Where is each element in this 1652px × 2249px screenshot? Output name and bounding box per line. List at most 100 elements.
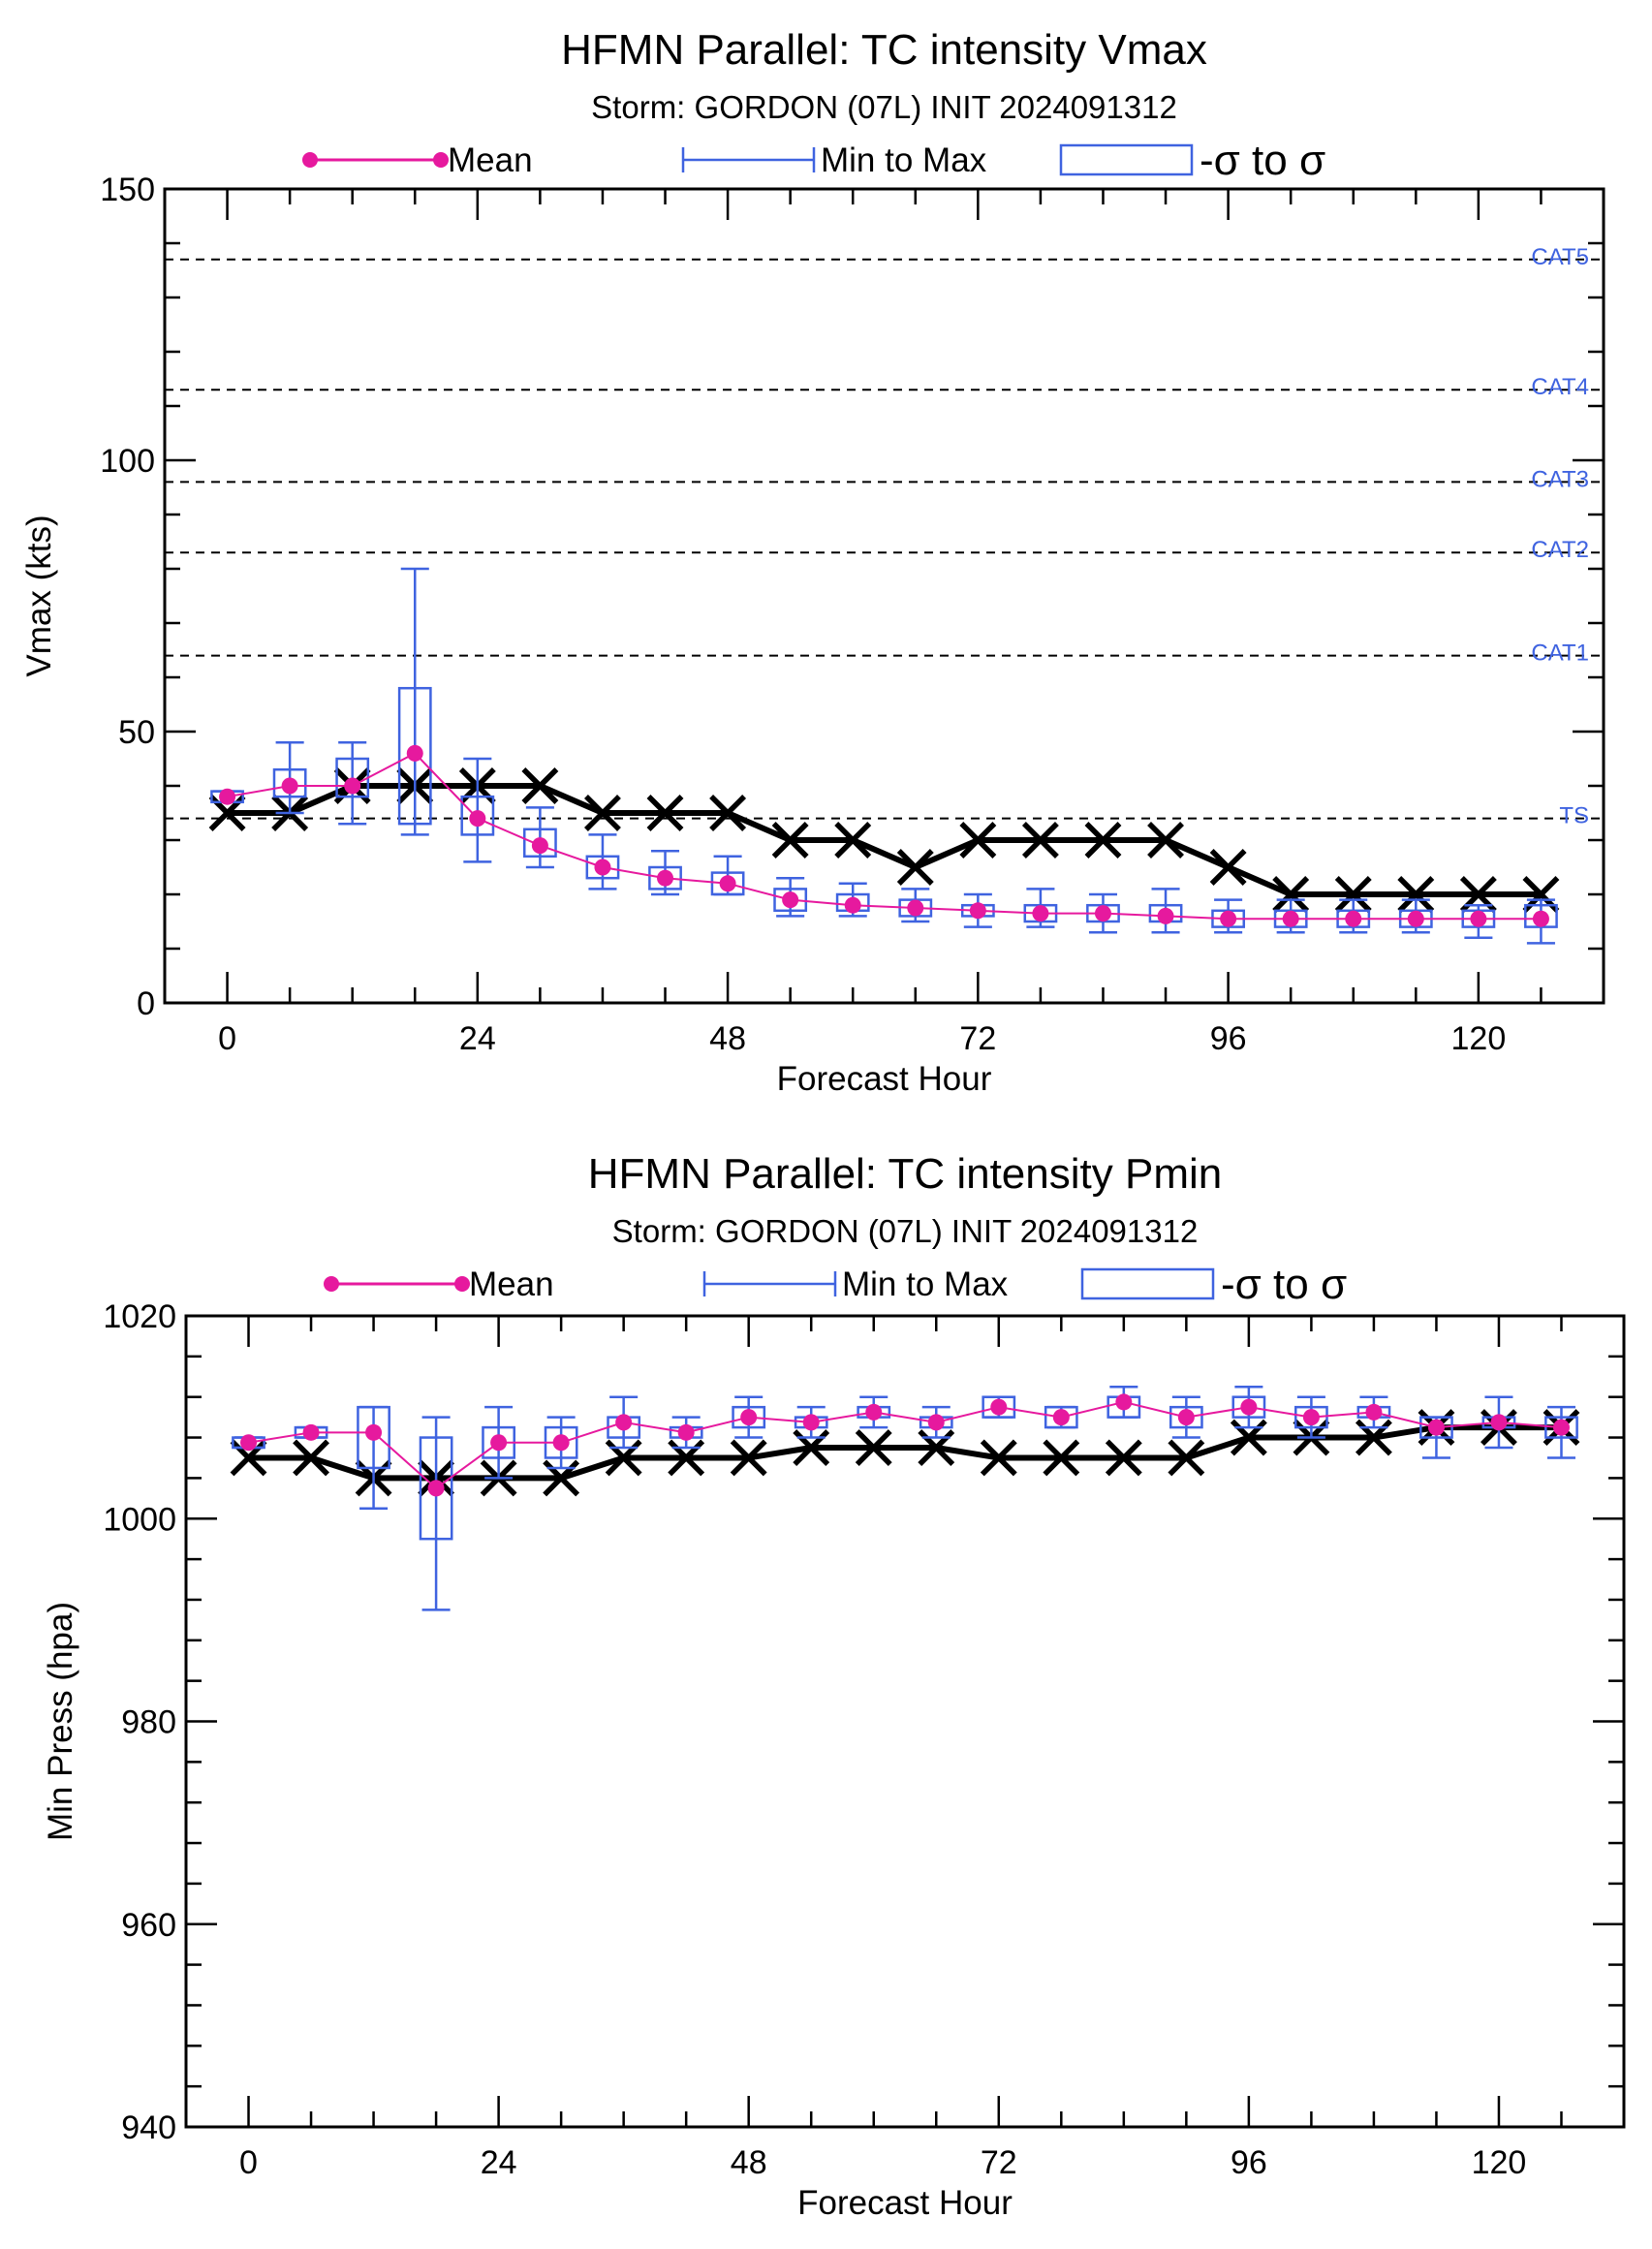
series-mean-point	[1552, 1419, 1570, 1436]
y-tick-label: 940	[121, 2109, 176, 2146]
sigma-box	[585, 855, 620, 880]
series-mean-point	[677, 1423, 695, 1441]
series-mean-point	[927, 1414, 945, 1431]
x-tick-label: 48	[731, 2144, 767, 2181]
legend-sigma-label: -σ to σ	[1221, 1261, 1347, 1308]
series-mean-point	[1115, 1393, 1133, 1411]
sigma-box	[1231, 1395, 1266, 1419]
series-mean-point	[740, 1409, 758, 1426]
legend-sigma-box	[1080, 1267, 1215, 1300]
series-mean-point	[782, 891, 799, 909]
series-x-marker	[730, 1439, 767, 1477]
series-x-marker	[1147, 822, 1184, 859]
series-mean-point	[1282, 910, 1299, 927]
series-x-marker	[1021, 822, 1059, 859]
x-tick-label: 24	[481, 2144, 517, 2181]
series-x-line	[227, 783, 1542, 897]
sigma-box	[397, 686, 432, 826]
y-tick-label: 0	[137, 985, 155, 1022]
series-mean-point	[302, 1423, 320, 1441]
chart-subtitle: Storm: GORDON (07L) INIT 2024091312	[591, 89, 1177, 125]
legend-sigma-label: -σ to σ	[1200, 137, 1325, 184]
legend-mean-label: Mean	[469, 1265, 554, 1303]
legend-mean-label: Mean	[448, 141, 533, 179]
x-tick-label: 120	[1451, 1020, 1507, 1057]
series-mean-point	[1490, 1414, 1508, 1431]
sigma-box	[1169, 1405, 1203, 1429]
chart-title: HFMN Parallel: TC intensity Vmax	[561, 26, 1207, 74]
series-x-marker	[1209, 849, 1247, 886]
legend-mean-marker	[454, 1276, 470, 1292]
series-mean-point	[219, 788, 236, 805]
y-tick-label: 1020	[103, 1298, 176, 1335]
reference-line-label: CAT5	[1531, 244, 1589, 270]
sigma-box	[272, 767, 307, 798]
series-mean-point	[427, 1480, 445, 1497]
series-x-marker	[896, 849, 934, 886]
x-axis-label: Forecast Hour	[777, 1060, 992, 1098]
series-x-marker	[834, 822, 872, 859]
series-mean-point	[365, 1423, 383, 1441]
series-mean-point	[990, 1398, 1008, 1416]
series-mean-point	[1052, 1409, 1070, 1426]
chart-title: HFMN Parallel: TC intensity Pmin	[588, 1150, 1222, 1198]
x-tick-label: 48	[709, 1020, 746, 1057]
series-x-marker	[855, 1429, 892, 1466]
sigma-box	[1044, 1405, 1078, 1429]
series-x-marker	[293, 1439, 329, 1477]
legend-minmax-label: Min to Max	[821, 141, 987, 179]
reference-line-label: CAT4	[1531, 374, 1589, 400]
legend-sigma-box	[1059, 143, 1194, 176]
series-mean-point	[1177, 1409, 1195, 1426]
series-x-marker	[1084, 822, 1122, 859]
series-mean-point	[240, 1434, 258, 1452]
legend: Mean Min to Max -σ to σ	[324, 1261, 1347, 1308]
series-mean-point	[1427, 1419, 1445, 1436]
series-mean-point	[281, 777, 298, 795]
series-x-marker	[521, 767, 559, 804]
sigma-box	[1544, 1416, 1578, 1439]
series-x-marker	[771, 822, 809, 859]
x-tick-label: 0	[218, 1020, 236, 1057]
sigma-box	[357, 1405, 390, 1470]
series-mean-point	[1532, 910, 1549, 927]
sigma-box	[419, 1436, 453, 1541]
series-mean-point	[1032, 905, 1049, 922]
y-tick-label: 980	[121, 1704, 176, 1741]
y-axis-label: Min Press (hpa)	[42, 1602, 79, 1841]
sigma-box	[1419, 1416, 1453, 1439]
x-tick-label: 120	[1472, 2144, 1527, 2181]
sigma-box	[982, 1395, 1016, 1419]
x-tick-label: 0	[239, 2144, 258, 2181]
x-axis-label: Forecast Hour	[797, 2184, 1013, 2222]
sigma-box	[710, 871, 745, 896]
series-mean-point	[802, 1414, 820, 1431]
series-mean-point	[844, 896, 861, 914]
series-x-marker	[709, 795, 747, 831]
sigma-box	[523, 828, 557, 859]
series-mean-point	[594, 859, 611, 876]
series-mean-point	[1240, 1398, 1258, 1416]
series-mean-point	[1157, 907, 1174, 924]
x-tick-label: 72	[981, 2144, 1017, 2181]
series-mean-point	[406, 744, 423, 762]
legend-mean-marker	[324, 1276, 339, 1292]
series-x-marker	[959, 822, 997, 859]
series-mean-point	[1345, 910, 1362, 927]
y-tick-label: 960	[121, 1907, 176, 1944]
plot-frame	[163, 187, 1605, 1005]
y-axis-label: Vmax (kts)	[20, 515, 58, 676]
series-x-marker	[584, 795, 621, 831]
series-x-marker	[1043, 1439, 1080, 1477]
x-tick-label: 72	[959, 1020, 996, 1057]
reference-line-label: CAT2	[1531, 537, 1589, 563]
series-mean-point	[1407, 910, 1424, 927]
sigma-box	[773, 888, 808, 913]
legend-mean-marker	[302, 152, 318, 168]
series-mean-point	[865, 1403, 883, 1421]
legend-minmax-label: Min to Max	[842, 1265, 1009, 1303]
series-x-marker	[1397, 876, 1435, 913]
legend-mean-marker	[433, 152, 449, 168]
